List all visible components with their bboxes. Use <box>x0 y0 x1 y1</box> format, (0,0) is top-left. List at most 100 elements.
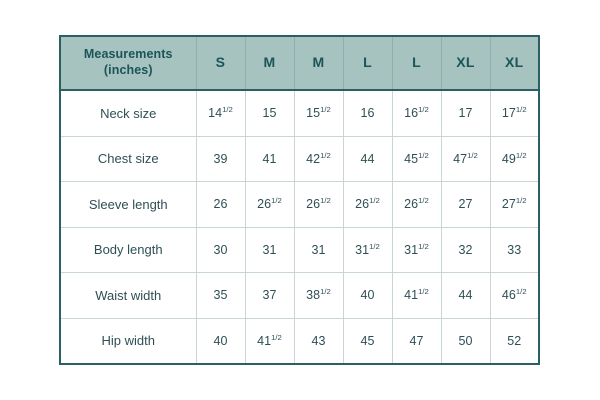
measure-cell-r2-c4: 261/2 <box>392 181 442 228</box>
measure-cell-r0-c5: 17 <box>441 90 491 137</box>
measure-whole: 30 <box>213 242 228 257</box>
corner-header-measurements: Measurements (inches) <box>60 36 197 91</box>
measure-fraction: 1/2 <box>369 196 380 206</box>
measure-cell-r0-c6: 171/2 <box>490 90 539 137</box>
measure-whole: 42 <box>306 151 321 166</box>
measure-cell-r4-c2: 381/2 <box>294 272 344 319</box>
measure-whole: 50 <box>458 333 473 348</box>
measure-cell-r3-c0: 30 <box>196 227 246 273</box>
row-label-3: Body length <box>60 227 197 273</box>
measure-whole: 45 <box>360 333 375 348</box>
measure-whole: 35 <box>213 288 228 303</box>
size-chart-container: Measurements (inches) S M M L L XL XL Ne… <box>59 35 540 365</box>
measure-cell-r4-c4: 411/2 <box>392 272 442 319</box>
measure-whole: 27 <box>501 197 516 212</box>
measure-cell-r4-c0: 35 <box>196 272 246 319</box>
measure-whole: 27 <box>458 197 473 212</box>
table-row: Body length 30 31 31 311/2 311/2 32 33 <box>60 227 539 273</box>
measure-whole: 46 <box>501 288 516 303</box>
measure-cell-r4-c5: 44 <box>441 272 491 319</box>
measure-cell-r4-c6: 461/2 <box>490 272 539 319</box>
measure-whole: 26 <box>404 197 419 212</box>
row-label-1: Chest size <box>60 136 197 182</box>
measure-whole: 44 <box>458 288 473 303</box>
measure-cell-r1-c3: 44 <box>343 136 393 182</box>
measure-cell-r2-c6: 271/2 <box>490 181 539 228</box>
table-row: Hip width 40 411/2 43 45 47 50 52 <box>60 318 539 364</box>
row-label-2: Sleeve length <box>60 181 197 228</box>
measure-fraction: 1/2 <box>467 150 478 160</box>
measure-whole: 26 <box>257 197 272 212</box>
measure-fraction: 1/2 <box>320 105 331 115</box>
measure-cell-r0-c0: 141/2 <box>196 90 246 137</box>
measure-whole: 49 <box>501 151 516 166</box>
measure-whole: 26 <box>355 197 370 212</box>
measure-cell-r3-c1: 31 <box>245 227 295 273</box>
measure-cell-r1-c4: 451/2 <box>392 136 442 182</box>
measure-whole: 31 <box>404 242 419 257</box>
measure-cell-r5-c5: 50 <box>441 318 491 364</box>
measure-cell-r0-c3: 16 <box>343 90 393 137</box>
corner-header-line2: (inches) <box>103 63 153 77</box>
measure-whole: 40 <box>213 333 228 348</box>
measure-cell-r3-c6: 33 <box>490 227 539 273</box>
measure-whole: 15 <box>262 106 277 121</box>
measure-cell-r2-c2: 261/2 <box>294 181 344 228</box>
size-header-2: M <box>245 36 295 91</box>
measure-fraction: 1/2 <box>418 150 429 160</box>
measure-cell-r4-c3: 40 <box>343 272 393 319</box>
header-row: Measurements (inches) S M M L L XL XL <box>60 36 539 91</box>
measure-whole: 16 <box>360 106 375 121</box>
measure-fraction: 1/2 <box>369 241 380 251</box>
measure-whole: 31 <box>311 242 326 257</box>
measure-cell-r3-c5: 32 <box>441 227 491 273</box>
measure-cell-r0-c4: 161/2 <box>392 90 442 137</box>
size-header-1: S <box>196 36 246 91</box>
measure-cell-r3-c2: 31 <box>294 227 344 273</box>
measure-cell-r0-c2: 151/2 <box>294 90 344 137</box>
measure-fraction: 1/2 <box>320 287 331 297</box>
size-header-3: M <box>294 36 344 91</box>
measure-fraction: 1/2 <box>418 241 429 251</box>
measure-whole: 43 <box>311 333 326 348</box>
table-row: Neck size 141/2 15 151/2 16 161/2 17 171/2 <box>60 90 539 137</box>
size-header-6: XL <box>441 36 491 91</box>
measure-fraction: 1/2 <box>222 105 233 115</box>
measure-fraction: 1/2 <box>418 196 429 206</box>
measure-cell-r5-c3: 45 <box>343 318 393 364</box>
row-label-0: Neck size <box>60 90 197 137</box>
measure-whole: 40 <box>360 288 375 303</box>
corner-header-line1: Measurements <box>83 47 173 62</box>
measure-whole: 15 <box>306 106 321 121</box>
measure-fraction: 1/2 <box>320 196 331 206</box>
measure-whole: 41 <box>257 333 272 348</box>
measure-cell-r5-c6: 52 <box>490 318 539 364</box>
measure-fraction: 1/2 <box>515 150 527 160</box>
measure-cell-r5-c2: 43 <box>294 318 344 364</box>
measure-whole: 47 <box>409 333 424 348</box>
measure-whole: 38 <box>306 288 321 303</box>
measure-cell-r3-c4: 311/2 <box>392 227 442 273</box>
measure-cell-r1-c2: 421/2 <box>294 136 344 182</box>
measure-cell-r1-c0: 39 <box>196 136 246 182</box>
measure-whole: 41 <box>262 151 277 166</box>
measure-cell-r0-c1: 15 <box>245 90 295 137</box>
measure-fraction: 1/2 <box>418 287 429 297</box>
measure-whole: 17 <box>458 106 473 121</box>
table-body: Neck size 141/2 15 151/2 16 161/2 17 171/2 Chest… <box>60 90 539 364</box>
measure-cell-r3-c3: 311/2 <box>343 227 393 273</box>
measure-whole: 47 <box>453 151 468 166</box>
size-header-4: L <box>343 36 393 91</box>
measure-cell-r1-c5: 471/2 <box>441 136 491 182</box>
measure-whole: 31 <box>262 242 277 257</box>
measure-cell-r4-c1: 37 <box>245 272 295 319</box>
measure-whole: 31 <box>355 242 370 257</box>
measure-cell-r5-c0: 40 <box>196 318 246 364</box>
measure-whole: 17 <box>501 106 516 121</box>
measure-fraction: 1/2 <box>515 196 527 206</box>
measure-whole: 37 <box>262 288 277 303</box>
table-header: Measurements (inches) S M M L L XL XL <box>60 36 539 91</box>
measure-fraction: 1/2 <box>515 287 527 297</box>
measure-whole: 16 <box>404 106 419 121</box>
measure-whole: 39 <box>213 151 228 166</box>
